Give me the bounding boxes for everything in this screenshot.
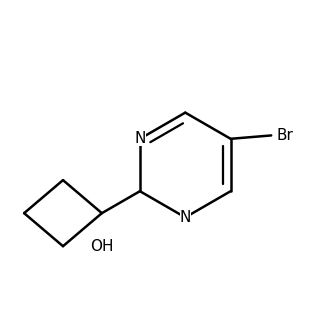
Text: OH: OH [90,239,114,253]
Text: Br: Br [276,128,293,143]
Text: N: N [134,131,146,146]
Text: N: N [180,210,191,225]
